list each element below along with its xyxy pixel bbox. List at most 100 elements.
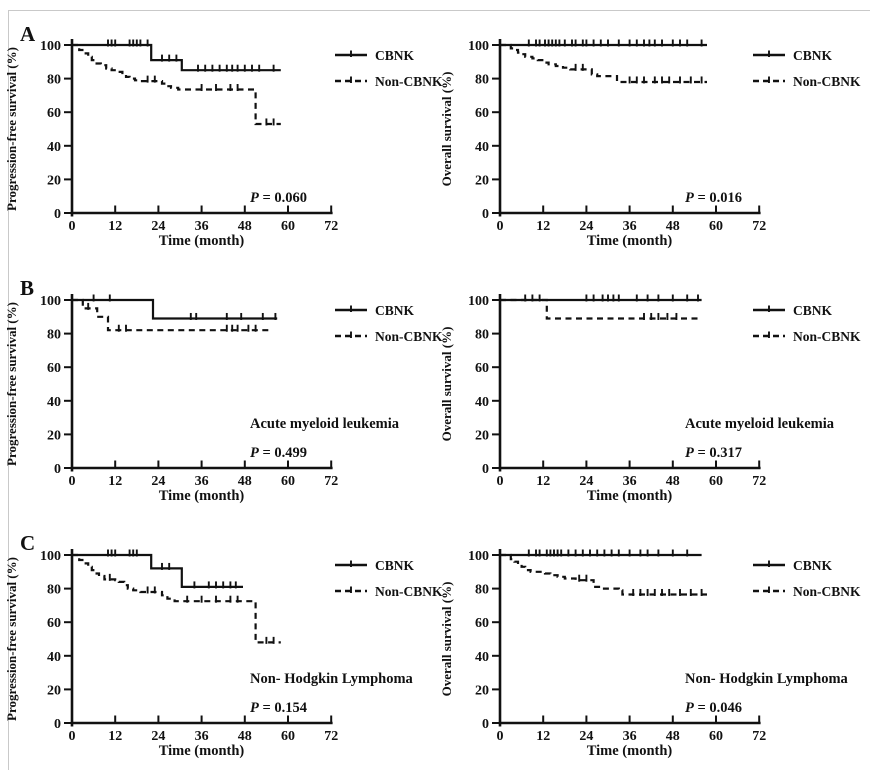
series-non-cbnk bbox=[72, 553, 281, 644]
series-cbnk bbox=[72, 39, 281, 72]
svg-text:20: 20 bbox=[475, 173, 489, 188]
svg-text:40: 40 bbox=[475, 395, 489, 410]
y-axis-label: Progression-free survival (%) bbox=[4, 557, 19, 721]
svg-text:48: 48 bbox=[238, 729, 252, 744]
x-axis-label: Time (month) bbox=[159, 488, 245, 504]
x-ticks: 0 12 24 36 48 60 72 bbox=[69, 460, 338, 489]
y-ticks: 0 20 40 60 80 100 bbox=[40, 39, 72, 222]
svg-text:0: 0 bbox=[497, 219, 504, 234]
axes bbox=[70, 39, 333, 217]
legend-label: CBNK bbox=[793, 48, 833, 63]
p-value-label: P = 0.499 bbox=[250, 445, 307, 461]
legend-item-non-cbnk: Non-CBNK bbox=[753, 584, 861, 599]
svg-text:72: 72 bbox=[752, 219, 766, 234]
svg-text:0: 0 bbox=[54, 207, 61, 222]
svg-text:48: 48 bbox=[666, 474, 680, 489]
km-chart-pfs-nhl: 0 20 40 60 80 100 0 12 24 36 48 60 72 Progression-fre… bbox=[4, 549, 443, 759]
panel-label-a: A bbox=[20, 22, 36, 46]
svg-text:36: 36 bbox=[195, 474, 209, 489]
x-ticks: 0 12 24 36 48 60 72 bbox=[497, 715, 766, 744]
svg-text:36: 36 bbox=[195, 729, 209, 744]
svg-text:60: 60 bbox=[709, 474, 723, 489]
legend-item-cbnk: CBNK bbox=[753, 303, 833, 318]
svg-text:12: 12 bbox=[536, 219, 550, 234]
svg-text:48: 48 bbox=[666, 219, 680, 234]
svg-text:0: 0 bbox=[497, 729, 504, 744]
series-non-cbnk bbox=[500, 553, 707, 596]
disease-annotation: Non- Hodgkin Lymphoma bbox=[250, 671, 414, 687]
km-chart-os-all-patients: 0 20 40 60 80 100 0 12 24 36 48 60 72 Overall surviva… bbox=[439, 39, 861, 249]
y-axis-label: Overall survival (%) bbox=[439, 72, 454, 187]
svg-text:20: 20 bbox=[475, 683, 489, 698]
km-chart-pfs-aml: 0 20 40 60 80 100 0 12 24 36 48 60 72 Progression-fre… bbox=[4, 294, 443, 504]
axes bbox=[498, 39, 761, 217]
svg-text:0: 0 bbox=[482, 462, 489, 477]
y-axis-label: Progression-free survival (%) bbox=[4, 302, 19, 466]
page-border-top bbox=[8, 10, 870, 11]
svg-text:100: 100 bbox=[40, 39, 61, 54]
svg-text:60: 60 bbox=[709, 219, 723, 234]
svg-text:24: 24 bbox=[579, 219, 593, 234]
legend-item-cbnk: CBNK bbox=[335, 558, 415, 573]
axes bbox=[70, 549, 333, 727]
svg-text:80: 80 bbox=[475, 328, 489, 343]
svg-text:80: 80 bbox=[47, 583, 61, 598]
svg-text:0: 0 bbox=[54, 462, 61, 477]
disease-annotation: Acute myeloid leukemia bbox=[250, 416, 400, 432]
svg-text:60: 60 bbox=[475, 361, 489, 376]
legend: CBNK Non-CBNK bbox=[753, 48, 861, 89]
p-value-label: P = 0.060 bbox=[250, 190, 307, 206]
svg-text:40: 40 bbox=[47, 650, 61, 665]
svg-text:24: 24 bbox=[151, 219, 165, 234]
svg-text:60: 60 bbox=[475, 616, 489, 631]
svg-text:12: 12 bbox=[108, 219, 122, 234]
legend-item-cbnk: CBNK bbox=[335, 303, 415, 318]
panel-label-c: C bbox=[20, 531, 36, 555]
censor-ticks-non-cbnk bbox=[108, 573, 275, 644]
y-axis-label: Overall survival (%) bbox=[439, 327, 454, 442]
svg-text:20: 20 bbox=[47, 428, 61, 443]
legend-item-non-cbnk: Non-CBNK bbox=[335, 584, 443, 599]
x-axis-label: Time (month) bbox=[587, 743, 673, 759]
series-non-cbnk bbox=[72, 43, 281, 126]
x-ticks: 0 12 24 36 48 60 72 bbox=[497, 205, 766, 234]
svg-text:12: 12 bbox=[108, 474, 122, 489]
legend-item-cbnk: CBNK bbox=[753, 558, 833, 573]
censor-ticks-cbnk bbox=[107, 549, 237, 589]
svg-text:100: 100 bbox=[468, 549, 489, 564]
axes bbox=[498, 549, 761, 727]
svg-text:36: 36 bbox=[623, 729, 637, 744]
censor-ticks-non-cbnk bbox=[146, 75, 275, 126]
svg-text:12: 12 bbox=[536, 729, 550, 744]
series-cbnk bbox=[72, 294, 278, 320]
svg-text:0: 0 bbox=[482, 207, 489, 222]
svg-text:12: 12 bbox=[536, 474, 550, 489]
legend: CBNK Non-CBNK bbox=[335, 303, 443, 344]
legend-item-non-cbnk: Non-CBNK bbox=[753, 74, 861, 89]
km-chart-os-aml: 0 20 40 60 80 100 0 12 24 36 48 60 72 Overall surviva… bbox=[439, 294, 861, 504]
legend-item-non-cbnk: Non-CBNK bbox=[335, 329, 443, 344]
censor-ticks-cbnk bbox=[527, 549, 689, 557]
svg-text:60: 60 bbox=[281, 219, 295, 234]
x-axis-label: Time (month) bbox=[159, 233, 245, 249]
censor-ticks-cbnk bbox=[92, 294, 277, 320]
svg-text:60: 60 bbox=[47, 361, 61, 376]
svg-text:100: 100 bbox=[40, 294, 61, 309]
svg-text:80: 80 bbox=[475, 583, 489, 598]
svg-text:24: 24 bbox=[579, 474, 593, 489]
disease-annotation: Non- Hodgkin Lymphoma bbox=[685, 671, 849, 687]
svg-text:40: 40 bbox=[475, 650, 489, 665]
legend-label: CBNK bbox=[793, 558, 833, 573]
svg-text:100: 100 bbox=[468, 39, 489, 54]
svg-text:72: 72 bbox=[324, 729, 338, 744]
legend-label: Non-CBNK bbox=[375, 329, 443, 344]
svg-text:60: 60 bbox=[281, 729, 295, 744]
x-axis-label: Time (month) bbox=[159, 743, 245, 759]
legend: CBNK Non-CBNK bbox=[753, 558, 861, 599]
series-cbnk bbox=[500, 39, 707, 47]
legend-label: CBNK bbox=[375, 558, 415, 573]
series-non-cbnk bbox=[500, 298, 698, 320]
svg-text:48: 48 bbox=[238, 219, 252, 234]
legend: CBNK Non-CBNK bbox=[335, 558, 443, 599]
km-chart-os-nhl: 0 20 40 60 80 100 0 12 24 36 48 60 72 Overall surviva… bbox=[439, 549, 861, 759]
